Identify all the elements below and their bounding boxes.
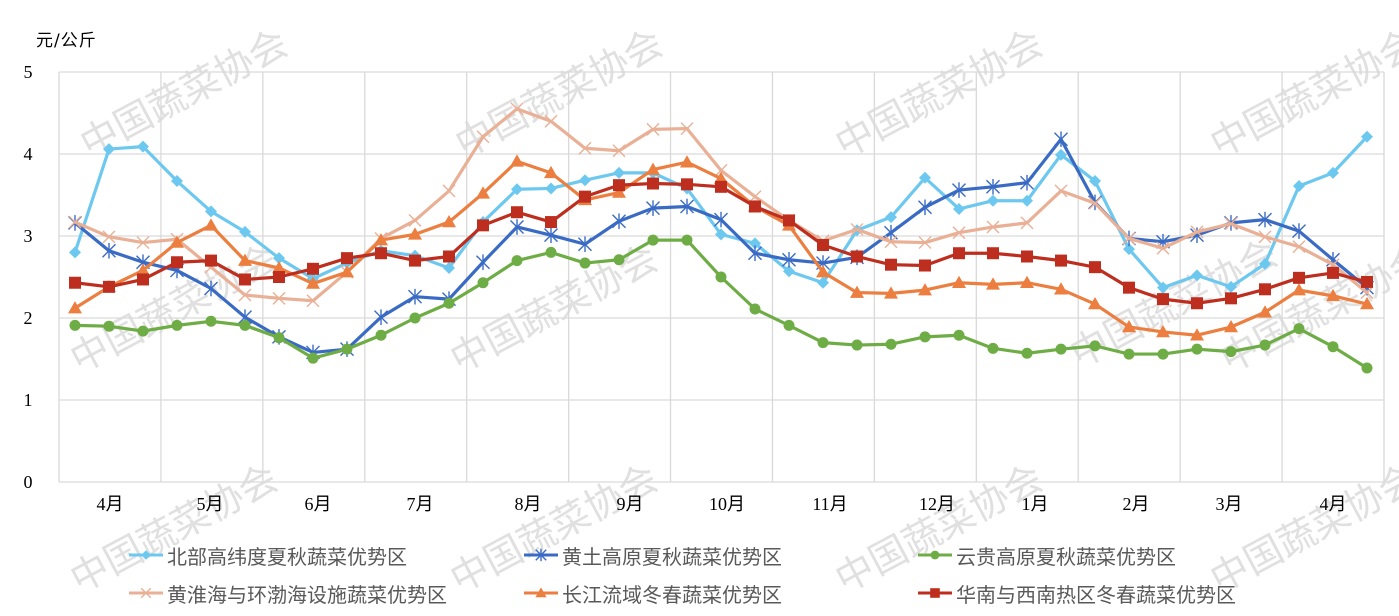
diamond-marker-icon [129,550,163,560]
legend-label: 北部高纬度夏秋蔬菜优势区 [167,544,407,569]
legend-label: 华南与西南热区冬春蔬菜优势区 [956,582,1236,607]
x-axis-ticks: 4月 5月 6月 7月 8月 9月 10月 11月 12月 1月 2月 3月 4月 [97,494,1347,514]
y-tick-label: 4 [24,144,33,164]
square-marker-icon [918,588,952,598]
x-tick-label: 7月 [407,494,434,514]
x-tick-label: 6月 [305,494,332,514]
legend-label: 黄淮海与环渤海设施蔬菜优势区 [167,582,447,607]
x-tick-label: 1月 [1022,494,1049,514]
legend-item-south[interactable]: 华南与西南热区冬春蔬菜优势区 [917,578,1236,608]
x-tick-label: 12月 [919,494,955,514]
watermark-text: 中国蔬菜协会 [1203,21,1399,167]
triangle-marker-icon [524,587,558,598]
asterisk-marker-icon [524,548,558,562]
series-line [69,130,1373,294]
watermark-text: 中国蔬菜协会 [73,21,295,167]
y-tick-label: 5 [24,62,33,82]
x-tick-label: 2月 [1123,494,1150,514]
x-tick-label: 4月 [97,494,124,514]
y-axis-ticks: 0 1 2 3 4 5 [24,62,33,492]
legend: 北部高纬度夏秋蔬菜优势区 黄土高原夏秋蔬菜优势区 云贵高原夏秋蔬菜优势区 黄淮海… [0,534,1399,616]
y-tick-label: 2 [24,308,33,328]
x-tick-label: 4月 [1320,494,1347,514]
y-tick-label: 0 [24,472,33,492]
circle-marker-icon [918,550,952,560]
series-line [69,177,1373,310]
x-tick-label: 5月 [197,494,224,514]
watermark-text: 中国蔬菜协会 [443,236,665,382]
legend-label: 云贵高原夏秋蔬菜优势区 [956,544,1176,569]
series-line [69,234,1373,374]
x-tick-label: 8月 [515,494,542,514]
y-axis-unit-label: 元/公斤 [36,31,97,51]
y-tick-label: 3 [24,226,33,246]
legend-item-yungui[interactable]: 云贵高原夏秋蔬菜优势区 [917,540,1176,570]
x-tick-label: 11月 [812,494,847,514]
x-tick-label: 3月 [1216,494,1243,514]
legend-item-loess[interactable]: 黄土高原夏秋蔬菜优势区 [523,540,782,570]
x-tick-label: 10月 [709,494,745,514]
legend-item-huanghuaihai[interactable]: 黄淮海与环渤海设施蔬菜优势区 [128,578,447,608]
x-marker-icon [129,587,163,599]
series-layer [68,102,1374,374]
legend-label: 黄土高原夏秋蔬菜优势区 [562,544,782,569]
y-tick-label: 1 [24,390,33,410]
legend-label: 长江流域冬春蔬菜优势区 [562,582,782,607]
watermark-text: 中国蔬菜协会 [828,21,1050,167]
x-tick-label: 9月 [617,494,644,514]
legend-item-north[interactable]: 北部高纬度夏秋蔬菜优势区 [128,540,407,570]
legend-item-yangtze[interactable]: 长江流域冬春蔬菜优势区 [523,578,782,608]
watermark-text: 中国蔬菜协会 [448,21,670,167]
